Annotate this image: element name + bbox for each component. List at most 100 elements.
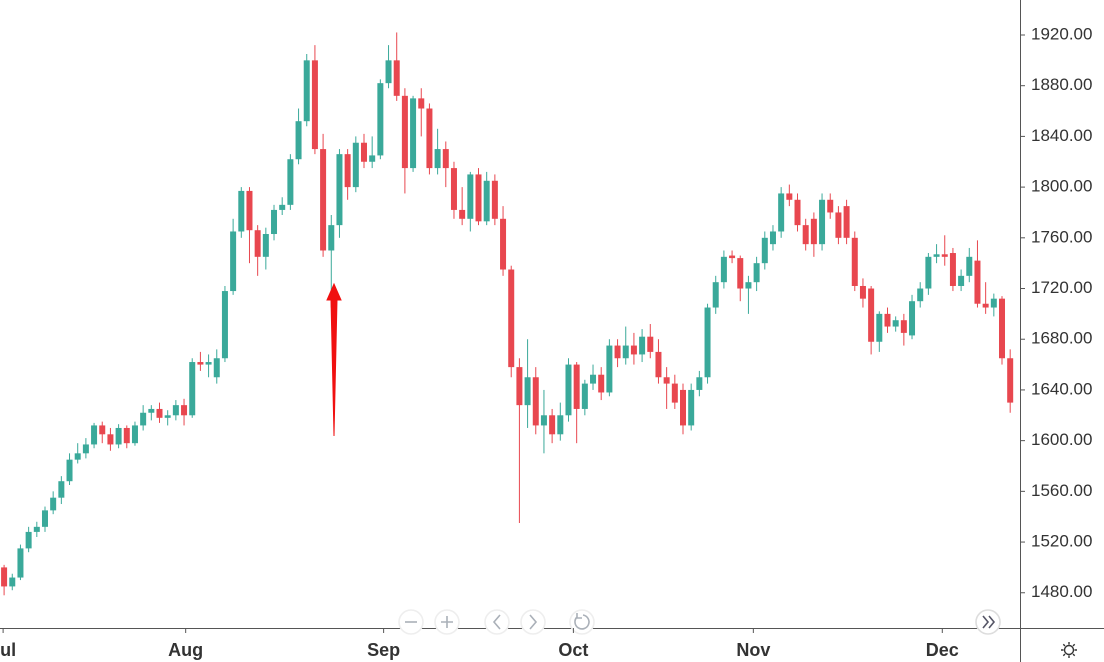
candle-body [581, 383, 588, 409]
candle-body [459, 209, 466, 219]
candle-body [58, 481, 65, 498]
candle [246, 187, 253, 264]
candle [434, 128, 441, 175]
candle-body [639, 336, 646, 355]
candle [254, 225, 261, 276]
y-tick-label: 1600.00 [1031, 430, 1092, 449]
reset-button[interactable] [569, 609, 595, 635]
candle [819, 193, 826, 251]
candle [279, 197, 286, 215]
y-tick-label: 1800.00 [1031, 177, 1092, 196]
candle-body [966, 256, 973, 276]
candle-body [990, 298, 997, 308]
candle-body [647, 336, 654, 352]
candle [524, 339, 531, 428]
candle-body [181, 405, 188, 416]
candle [516, 358, 523, 524]
candle [925, 253, 932, 295]
arrow-annotation [326, 282, 342, 437]
candle-body [418, 98, 425, 109]
candle-body [614, 345, 621, 359]
candle-body [475, 174, 482, 222]
candle [140, 405, 147, 431]
candle [737, 255, 744, 302]
candle-body [606, 345, 613, 393]
candle [581, 379, 588, 416]
candle-body [778, 193, 785, 232]
candle [917, 282, 924, 308]
candle [320, 133, 327, 257]
left-icon [492, 614, 501, 630]
candle-body [949, 253, 956, 286]
x-tick-label: Sep [367, 640, 400, 660]
candle-body [843, 206, 850, 238]
candle [287, 154, 294, 210]
candle [941, 235, 948, 266]
candle [459, 187, 466, 226]
candle-body [442, 149, 449, 169]
y-tick-label: 1760.00 [1031, 227, 1092, 246]
candle-body [66, 459, 73, 482]
candle [958, 269, 965, 292]
candle-body [99, 425, 106, 435]
candle-body [271, 209, 278, 235]
candle-body [213, 358, 220, 378]
candle [565, 358, 572, 422]
candle-body [516, 367, 523, 406]
candle [41, 506, 48, 532]
candle-body [794, 199, 801, 226]
y-tick-label: 1840.00 [1031, 126, 1092, 145]
candle-body [221, 291, 228, 359]
candle-body [344, 154, 351, 188]
candle [213, 349, 220, 384]
candle [761, 231, 768, 270]
candle-body [851, 237, 858, 286]
candle-body [753, 263, 760, 283]
candle-body [50, 497, 57, 511]
y-tick-label: 1520.00 [1031, 532, 1092, 551]
candle [540, 389, 547, 454]
candle [426, 103, 433, 175]
candle [467, 171, 474, 232]
candle-body [9, 577, 16, 587]
candle [377, 79, 384, 160]
candle [655, 339, 662, 384]
candle [802, 218, 809, 251]
candle-body [565, 364, 572, 416]
candle [843, 199, 850, 245]
scroll-right-button[interactable] [520, 609, 546, 635]
candle [884, 307, 891, 333]
candle [197, 351, 204, 371]
x-tick-label: Nov [736, 640, 770, 660]
candle [778, 187, 785, 238]
candle-body [876, 313, 883, 342]
candle [557, 402, 564, 441]
candle [131, 421, 138, 446]
candle [33, 521, 40, 537]
candle [769, 225, 776, 251]
y-tick-label: 1880.00 [1031, 75, 1092, 94]
candle [827, 193, 834, 219]
candle [688, 383, 695, 431]
candle [786, 184, 793, 207]
candle-body [532, 377, 539, 426]
candle-body [393, 60, 400, 96]
plot [1, 32, 1014, 596]
candle [418, 88, 425, 137]
settings-button[interactable] [1061, 642, 1077, 658]
gear-icon [1063, 644, 1075, 656]
candle-body [467, 174, 474, 219]
candle [647, 324, 654, 359]
candle-body [769, 231, 776, 245]
scroll-left-button[interactable] [484, 609, 510, 635]
candle [99, 421, 106, 444]
candle-body [999, 298, 1006, 359]
gear-teeth [1061, 642, 1077, 658]
candle-body [1007, 358, 1014, 403]
candle [810, 212, 817, 257]
double-right-icon [982, 615, 996, 629]
arrow [326, 282, 342, 437]
candle [745, 275, 752, 314]
candle-body [360, 142, 367, 162]
candle [164, 410, 171, 426]
